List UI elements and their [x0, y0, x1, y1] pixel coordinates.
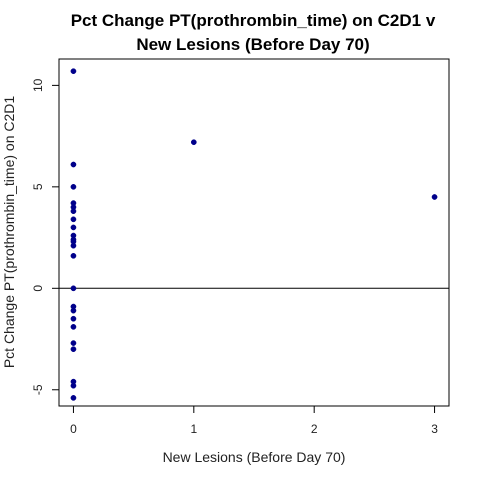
x-tick-label: 3	[431, 422, 438, 436]
y-tick-label: -5	[31, 384, 45, 395]
data-point	[70, 307, 77, 314]
data-point	[70, 224, 77, 231]
y-tick-label: 5	[31, 183, 45, 190]
data-point	[70, 346, 77, 353]
data-point	[70, 395, 77, 401]
x-axis-label: New Lesions (Before Day 70)	[163, 449, 346, 465]
x-tick-label: 0	[70, 422, 77, 436]
chart-title-line-1: Pct Change PT(prothrombin_time) on C2D1 …	[71, 11, 436, 30]
data-point	[70, 324, 77, 330]
plot-frame	[58, 58, 450, 407]
data-point	[70, 315, 77, 322]
data-points	[70, 68, 438, 401]
data-point	[431, 194, 438, 200]
data-point	[70, 183, 77, 190]
y-tick-label: 0	[31, 285, 45, 292]
y-tick-label: 10	[31, 78, 45, 92]
data-point	[70, 340, 77, 346]
data-point	[70, 382, 77, 389]
data-point	[70, 216, 77, 223]
data-point	[70, 252, 77, 259]
data-point	[70, 68, 77, 75]
x-tick-label: 1	[190, 422, 197, 436]
x-axis: 0 1 2 3	[70, 405, 438, 436]
x-tick-label: 2	[311, 422, 318, 436]
data-point	[70, 242, 77, 249]
chart-title-line-2: New Lesions (Before Day 70)	[136, 35, 369, 54]
data-point	[190, 139, 197, 146]
data-point	[70, 161, 77, 168]
y-axis: -5 0 5 10	[31, 78, 60, 395]
data-point	[70, 285, 77, 292]
data-point	[70, 208, 77, 215]
y-axis-label: Pct Change PT(prothrombin_time) on C2D1	[1, 96, 17, 369]
